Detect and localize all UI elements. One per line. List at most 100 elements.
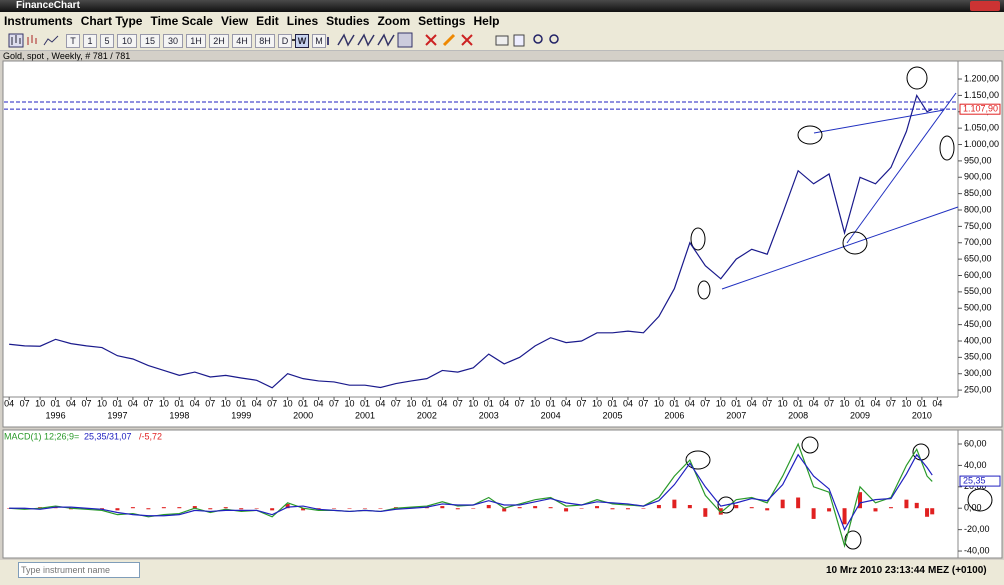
- menu-item[interactable]: Zoom: [377, 14, 411, 28]
- ellipse[interactable]: [697, 280, 711, 300]
- histogram-bar: [285, 503, 290, 509]
- timeframe-button[interactable]: 8H: [255, 34, 275, 48]
- icon[interactable]: [461, 34, 473, 46]
- ellipse[interactable]: [842, 231, 868, 255]
- y-tick-label: 400,00: [964, 335, 992, 345]
- histogram-bar: [161, 507, 166, 509]
- instrument-search[interactable]: [18, 562, 140, 578]
- histogram-bar: [925, 508, 930, 517]
- icon[interactable]: [425, 34, 437, 46]
- menu-item[interactable]: Studies: [326, 14, 370, 28]
- charts: 250,00 300,00 350,00 400,00 450,00 500,00 550,…: [2, 60, 1003, 559]
- timeframe-button[interactable]: 10: [117, 34, 137, 48]
- histogram-bar: [223, 507, 228, 509]
- window-buttons[interactable]: [970, 1, 1000, 11]
- icon[interactable]: [357, 33, 375, 47]
- trend-line[interactable]: [721, 206, 959, 290]
- icon[interactable]: [337, 33, 355, 47]
- x-tick-label: 10: [35, 398, 45, 408]
- year-label: 2001: [355, 410, 375, 420]
- icon[interactable]: [549, 34, 559, 44]
- drawings: [721, 92, 959, 290]
- histogram-bar: [486, 505, 491, 509]
- ellipse[interactable]: [801, 436, 819, 454]
- icon[interactable]: [43, 35, 59, 46]
- menu-item[interactable]: Time Scale: [150, 14, 213, 28]
- icon[interactable]: [495, 35, 509, 46]
- icon[interactable]: [513, 34, 525, 47]
- x-tick-label: 01: [422, 398, 432, 408]
- histogram-bar: [177, 507, 182, 509]
- icon[interactable]: [377, 33, 395, 47]
- menu-item[interactable]: Edit: [256, 14, 279, 28]
- year-label: 2003: [479, 410, 499, 420]
- timeframe-button[interactable]: 2H: [209, 34, 229, 48]
- menu-item[interactable]: Chart Type: [80, 14, 143, 28]
- y-tick-label: 60,00: [964, 438, 987, 448]
- timeframe-button[interactable]: 30: [163, 34, 183, 48]
- y-tick-label: 450,00: [964, 319, 992, 329]
- ellipse[interactable]: [717, 496, 735, 514]
- timeframe-button[interactable]: 1H: [186, 34, 206, 48]
- x-tick-label: 07: [82, 398, 92, 408]
- timeframe-button[interactable]: W: [295, 34, 309, 48]
- title-bar: FinanceChart: [0, 0, 1004, 12]
- histogram-bar: [718, 508, 723, 515]
- y-tick-label: 700,00: [964, 237, 992, 247]
- y-tick-label: 750,00: [964, 221, 992, 231]
- histogram-bar: [471, 508, 476, 509]
- x-tick-label: 10: [283, 398, 293, 408]
- timeframe-button[interactable]: 15: [140, 34, 160, 48]
- x-tick-label: 04: [128, 398, 138, 408]
- menu-item[interactable]: Instruments: [4, 14, 73, 28]
- y-tick-label: 1.000,00: [964, 139, 999, 149]
- timezone: MEZ (+0100): [928, 565, 987, 576]
- timeframe-button[interactable]: D: [278, 34, 292, 48]
- histogram-bar: [440, 506, 445, 509]
- x-tick-label: 01: [360, 398, 370, 408]
- timeframe-button[interactable]: T: [66, 34, 80, 48]
- x-tick-label: 01: [112, 398, 122, 408]
- ellipse[interactable]: [797, 125, 823, 145]
- menu-item[interactable]: Lines: [286, 14, 319, 28]
- x-tick-label: 10: [97, 398, 107, 408]
- histogram-bar: [914, 502, 919, 509]
- icon[interactable]: [397, 32, 413, 48]
- x-tick-label: 07: [391, 398, 401, 408]
- histogram-bar: [873, 508, 878, 512]
- ellipse[interactable]: [685, 450, 711, 470]
- menu-item[interactable]: View: [220, 14, 249, 28]
- x-tick-label: 07: [515, 398, 525, 408]
- year-label: 1998: [169, 410, 189, 420]
- x-tick-label: 07: [886, 398, 896, 408]
- year-label: 2010: [912, 410, 932, 420]
- icon[interactable]: [27, 35, 37, 45]
- timeframe-button[interactable]: 5: [100, 34, 114, 48]
- trend-line[interactable]: [846, 92, 957, 244]
- timeframe-button[interactable]: 4H: [232, 34, 252, 48]
- trend-line[interactable]: [813, 109, 945, 134]
- timeframe-button[interactable]: M: [312, 34, 326, 48]
- icon[interactable]: [533, 34, 543, 44]
- timeframe-button[interactable]: 1: [83, 34, 97, 48]
- histogram-bar: [703, 508, 708, 517]
- ellipse[interactable]: [690, 227, 706, 251]
- value-box-label: 1.107,90: [963, 104, 998, 114]
- menu-item[interactable]: Help: [473, 14, 500, 28]
- ellipse[interactable]: [967, 488, 993, 512]
- ellipse[interactable]: [939, 135, 955, 161]
- x-tick-label: 10: [344, 398, 354, 408]
- histogram-bar: [904, 499, 909, 509]
- menu-item[interactable]: Settings: [418, 14, 466, 28]
- year-label: 2002: [417, 410, 437, 420]
- y-tick-label: 650,00: [964, 254, 992, 264]
- histogram-bar: [115, 508, 120, 511]
- x-tick-label: 10: [159, 398, 169, 408]
- y-tick-label: 500,00: [964, 303, 992, 313]
- icon[interactable]: [442, 33, 456, 47]
- histogram-bar: [888, 507, 893, 509]
- ellipse[interactable]: [844, 530, 862, 550]
- y-tick-label: -20,00: [964, 524, 990, 534]
- ellipse[interactable]: [906, 66, 928, 90]
- indicator-label: MACD(1) 12;26;9=: [4, 431, 79, 441]
